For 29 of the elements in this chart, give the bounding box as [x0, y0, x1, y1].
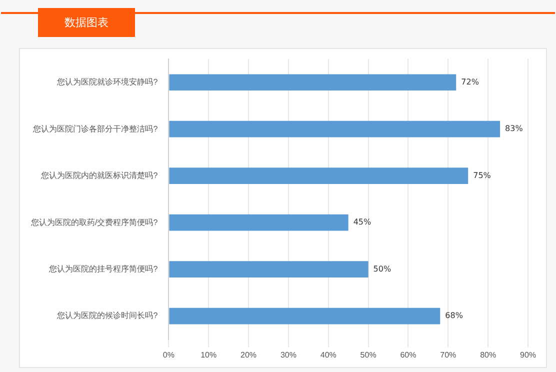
- data-label: 75%: [473, 170, 492, 180]
- x-tick-label: 90%: [520, 350, 536, 360]
- bar: [169, 261, 368, 278]
- bar: [169, 120, 500, 138]
- x-tick-label: 20%: [240, 350, 257, 360]
- x-tick-label: 10%: [200, 350, 217, 360]
- x-tick-label: 30%: [280, 350, 296, 360]
- bar: [169, 214, 348, 231]
- y-tick-label: 您认为医院的取药/交费程序简便吗?: [30, 218, 158, 227]
- y-tick-label: 您认为医院的候诊时间长吗?: [56, 311, 158, 320]
- x-tick-label: 40%: [320, 350, 336, 360]
- data-label: 72%: [461, 77, 480, 86]
- data-label: 50%: [373, 264, 392, 274]
- y-tick-label: 您认为医院就诊环境安静吗?: [56, 78, 158, 87]
- x-tick-label: 70%: [440, 350, 456, 360]
- chart-title: 数据图表: [38, 8, 135, 37]
- y-tick-label: 您认为医院内的就医标识清楚吗?: [40, 171, 158, 180]
- data-label: 83%: [505, 124, 524, 134]
- bar: [169, 168, 468, 184]
- x-tick-label: 60%: [400, 350, 416, 360]
- y-tick-label: 您认为医院的挂号程序简便吗?: [48, 264, 158, 274]
- x-tick-label: 50%: [360, 350, 376, 360]
- x-tick-label: 80%: [480, 350, 496, 360]
- data-label: 68%: [445, 311, 464, 320]
- bar: [169, 74, 456, 91]
- bar: [169, 308, 440, 324]
- x-tick-label: 0%: [162, 350, 174, 360]
- data-label: 45%: [353, 218, 372, 227]
- y-tick-label: 您认为医院门诊各部分干净整洁吗?: [32, 124, 158, 134]
